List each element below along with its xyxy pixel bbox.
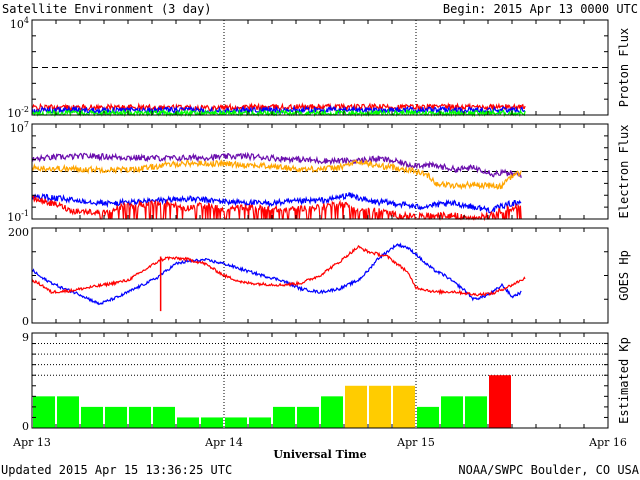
y-tick-min: 0 bbox=[22, 420, 29, 433]
x-tick-label: Apr 16 bbox=[588, 436, 627, 449]
series-blue bbox=[31, 192, 522, 214]
panel-ylabel: Proton Flux bbox=[617, 28, 631, 107]
series-red bbox=[31, 245, 526, 297]
kp-bar bbox=[201, 417, 223, 428]
y-tick-min: 10-2 bbox=[7, 105, 29, 120]
series-orange bbox=[31, 158, 522, 191]
y-tick-max: 107 bbox=[10, 120, 29, 135]
panel-goes_hp: 200 0 GOES Hp bbox=[8, 226, 631, 328]
kp-bar bbox=[393, 385, 415, 428]
series-purple bbox=[31, 151, 522, 178]
panel-electron: 107 10-1 Electron Flux bbox=[7, 120, 631, 224]
y-tick-max: 200 bbox=[8, 226, 29, 239]
kp-bar bbox=[345, 385, 367, 428]
kp-bar bbox=[273, 406, 295, 428]
panel-proton: 104 10-2 Proton Flux bbox=[7, 16, 631, 120]
kp-bar bbox=[177, 417, 199, 428]
y-tick-max: 9 bbox=[22, 331, 29, 344]
kp-bar bbox=[81, 406, 103, 428]
kp-bar bbox=[129, 406, 151, 428]
y-tick-min: 10-1 bbox=[7, 209, 29, 224]
kp-bar bbox=[153, 406, 175, 428]
y-tick-max: 104 bbox=[10, 16, 29, 31]
series-red bbox=[31, 195, 522, 222]
kp-bar bbox=[249, 417, 271, 428]
kp-bar bbox=[57, 396, 79, 428]
kp-bar bbox=[441, 396, 463, 428]
x-tick-label: Apr 13 bbox=[12, 436, 51, 449]
x-axis-label: Universal Time bbox=[273, 448, 366, 461]
x-tick-label: Apr 15 bbox=[396, 436, 435, 449]
kp-bar bbox=[105, 406, 127, 428]
kp-bar bbox=[225, 417, 247, 428]
kp-bar bbox=[417, 406, 439, 428]
series-blue bbox=[31, 242, 522, 306]
panel-kp: 9 0 Estimated Kp bbox=[22, 331, 631, 433]
kp-bar bbox=[297, 406, 319, 428]
chart-title: Satellite Environment (3 day) bbox=[2, 2, 212, 16]
kp-bar bbox=[33, 396, 55, 428]
x-tick-label: Apr 14 bbox=[204, 436, 243, 449]
credit-label: NOAA/SWPC Boulder, CO USA bbox=[458, 463, 639, 477]
begin-label: Begin: 2015 Apr 13 0000 UTC bbox=[443, 2, 638, 16]
y-tick-min: 0 bbox=[22, 315, 29, 328]
kp-bar bbox=[489, 375, 511, 428]
panel-ylabel: GOES Hp bbox=[617, 250, 631, 301]
kp-bar bbox=[321, 396, 343, 428]
kp-bar bbox=[369, 385, 391, 428]
updated-timestamp: Updated 2015 Apr 15 13:36:25 UTC bbox=[1, 463, 232, 477]
panel-ylabel: Estimated Kp bbox=[617, 337, 631, 424]
panel-ylabel: Electron Flux bbox=[617, 125, 631, 219]
kp-bar bbox=[465, 396, 487, 428]
panel-frame bbox=[31, 19, 609, 116]
